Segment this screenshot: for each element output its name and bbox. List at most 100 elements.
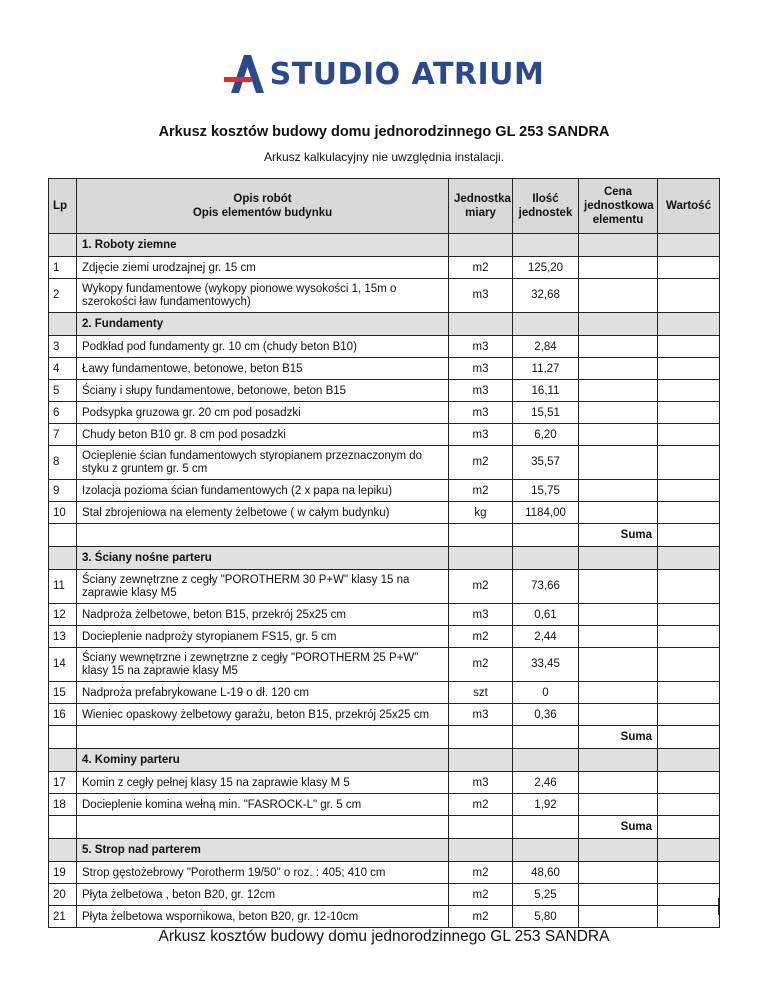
empty-cell — [512, 523, 579, 547]
empty-cell — [76, 725, 449, 749]
value-cell — [657, 357, 720, 380]
empty-cell — [512, 838, 579, 862]
unit-price-cell — [578, 861, 658, 884]
header-quantity: Ilość jednostek — [512, 178, 579, 234]
unit-price-cell — [578, 423, 658, 446]
empty-cell — [48, 546, 77, 570]
empty-cell — [76, 815, 449, 839]
row-description: Wieniec opaskowy żelbetowy garażu, beton… — [76, 703, 449, 726]
empty-cell — [657, 748, 720, 772]
empty-cell — [448, 748, 513, 772]
section-header-row: 3. Ściany nośne parteru — [48, 546, 720, 570]
unit-price-cell — [578, 335, 658, 358]
value-cell — [657, 861, 720, 884]
value-cell — [657, 625, 720, 648]
value-cell — [657, 681, 720, 704]
empty-cell — [512, 725, 579, 749]
value-cell — [657, 703, 720, 726]
cost-table: Lp Opis robót Opis elementów budynku Jedn… — [48, 178, 720, 928]
sum-row: Suma — [48, 523, 720, 547]
row-description: Nadproża żelbetowe, beton B15, przekrój … — [76, 603, 449, 626]
row-quantity: 16,11 — [512, 379, 579, 402]
value-cell — [657, 647, 720, 682]
table-row: 7 Chudy beton B10 gr. 8 cm pod posadzki m3… — [48, 423, 720, 446]
row-number: 13 — [48, 625, 77, 648]
row-description: Stal zbrojeniowa na elementy żelbetowe (… — [76, 501, 449, 524]
empty-cell — [657, 312, 720, 336]
row-description: Podkład pod fundamenty gr. 10 cm (chudy … — [76, 335, 449, 358]
empty-cell — [578, 233, 658, 257]
empty-cell — [657, 838, 720, 862]
row-unit: m3 — [448, 771, 513, 794]
value-cell — [657, 569, 720, 604]
row-description: Ściany wewnętrzne i zewnętrzne z cegły "… — [76, 647, 449, 682]
row-quantity: 48,60 — [512, 861, 579, 884]
empty-cell — [48, 838, 77, 862]
empty-cell — [48, 815, 77, 839]
table-row: 6 Podsypka gruzowa gr. 20 cm pod posadzki… — [48, 401, 720, 424]
value-cell — [657, 793, 720, 816]
unit-price-cell — [578, 771, 658, 794]
row-number: 5 — [48, 379, 77, 402]
header-value: Wartość — [657, 178, 720, 234]
unit-price-cell — [578, 401, 658, 424]
header-quantity-line1: Ilość — [532, 193, 559, 205]
table-row: 11 Ściany zewnętrzne z cegły "POROTHERM 3… — [48, 569, 720, 604]
value-cell — [657, 501, 720, 524]
row-quantity: 33,45 — [512, 647, 579, 682]
unit-price-cell — [578, 379, 658, 402]
row-unit: szt — [448, 681, 513, 704]
table-body: 1. Roboty ziemne 1 Zdjęcie ziemi urodzajne… — [48, 233, 720, 928]
value-cell — [657, 401, 720, 424]
row-number: 15 — [48, 681, 77, 704]
row-quantity: 35,57 — [512, 445, 579, 480]
header-unit-line1: Jednostka — [454, 193, 511, 205]
row-quantity: 6,20 — [512, 423, 579, 446]
row-unit: m2 — [448, 861, 513, 884]
document-subtitle: Arkusz kalkulacyjny nie uwzględnia insta… — [263, 150, 505, 164]
section-header-row: 5. Strop nad parterem — [48, 838, 720, 862]
row-number: 3 — [48, 335, 77, 358]
row-number: 6 — [48, 401, 77, 424]
row-unit: m2 — [448, 256, 513, 279]
unit-price-cell — [578, 501, 658, 524]
row-quantity: 0 — [512, 681, 579, 704]
row-number: 2 — [48, 278, 77, 313]
unit-price-cell — [578, 625, 658, 648]
header-price-line2: jednostkowa — [584, 200, 654, 212]
section-header-row: 2. Fundamenty — [48, 312, 720, 336]
value-cell — [657, 256, 720, 279]
row-description: Wykopy fundamentowe (wykopy pionowe wyso… — [76, 278, 449, 313]
empty-cell — [578, 312, 658, 336]
row-number: 17 — [48, 771, 77, 794]
row-number: 21 — [48, 905, 77, 928]
row-number: 1 — [48, 256, 77, 279]
row-unit: m2 — [448, 445, 513, 480]
row-quantity: 32,68 — [512, 278, 579, 313]
header-description-line1: Opis robót — [233, 193, 292, 205]
row-description: Izolacja pozioma ścian fundamentowych (2… — [76, 479, 449, 502]
row-description: Komin z cegły pełnej klasy 15 na zaprawi… — [76, 771, 449, 794]
value-cell — [657, 445, 720, 480]
table-row: 17 Komin z cegły pełnej klasy 15 na zapra… — [48, 771, 720, 794]
page-footer: Arkusz kosztów budowy domu jednorodzinne… — [158, 928, 610, 945]
document-title: Arkusz kosztów budowy domu jednorodzinne… — [158, 124, 610, 140]
row-description: Docieplenie nadproży styropianem FS15, g… — [76, 625, 449, 648]
table-row: 14 Ściany wewnętrzne i zewnętrzne z cegły… — [48, 647, 720, 682]
sum-label: Suma — [578, 725, 658, 749]
section-title: 2. Fundamenty — [76, 312, 449, 336]
table-row: 12 Nadproża żelbetowe, beton B15, przekró… — [48, 603, 720, 626]
row-unit: m2 — [448, 625, 513, 648]
unit-price-cell — [578, 569, 658, 604]
row-description: Ściany zewnętrzne z cegły "POROTHERM 30 … — [76, 569, 449, 604]
row-unit: m3 — [448, 335, 513, 358]
row-description: Ocieplenie ścian fundamentowych styropia… — [76, 445, 449, 480]
row-unit: m3 — [448, 379, 513, 402]
table-row: 8 Ocieplenie ścian fundamentowych styropi… — [48, 445, 720, 480]
value-cell — [657, 278, 720, 313]
section-header-row: 4. Kominy parteru — [48, 748, 720, 772]
row-number: 11 — [48, 569, 77, 604]
row-description: Zdjęcie ziemi urodzajnej gr. 15 cm — [76, 256, 449, 279]
row-quantity: 11,27 — [512, 357, 579, 380]
table-row: 3 Podkład pod fundamenty gr. 10 cm (chudy… — [48, 335, 720, 358]
